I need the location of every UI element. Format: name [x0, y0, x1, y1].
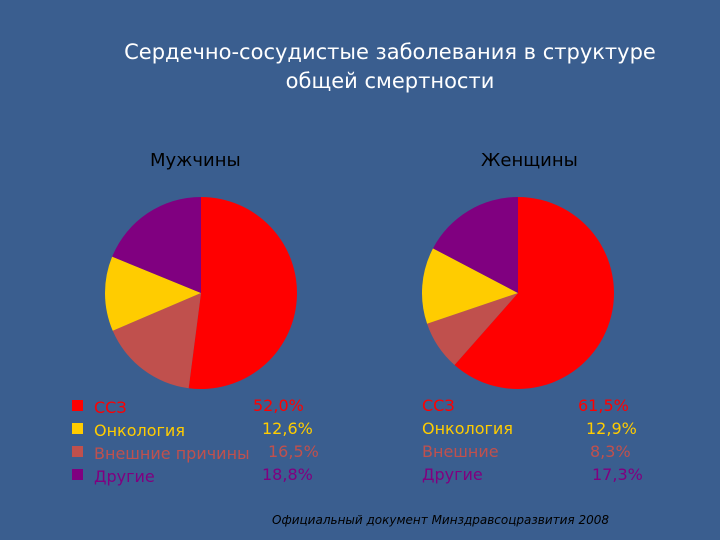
men-slice-other	[112, 197, 201, 293]
women-value-oncology: 12,9%	[586, 419, 637, 438]
men-slice-external	[112, 293, 201, 389]
legend-swatch-external	[72, 446, 83, 457]
source-note: Официальный документ Минздравсоцразвития…	[272, 513, 609, 527]
slide-title-line1: Сердечно-сосудистые заболевания в структ…	[124, 40, 656, 64]
women-label-cvd: ССЗ	[422, 396, 455, 415]
women-label-oncology: Онкология	[422, 419, 513, 438]
women-slice-external	[427, 293, 518, 366]
women-label-external: Внешние	[422, 442, 499, 461]
women-slice-cvd	[454, 197, 614, 389]
legend-label-other: Другие	[94, 467, 155, 486]
women-value-external: 8,3%	[590, 442, 631, 461]
slide-title: Сердечно-сосудистые заболевания в структ…	[60, 38, 720, 96]
men-pie-chart	[105, 197, 297, 389]
legend-label-oncology: Онкология	[94, 421, 185, 440]
slide-title-line2: общей смертности	[285, 69, 495, 93]
legend-swatch-other	[72, 469, 83, 480]
women-slice-other	[433, 197, 518, 293]
legend-swatch-oncology	[72, 423, 83, 434]
legend-label-external: Внешние причины	[94, 444, 250, 463]
legend-swatch-cvd	[72, 400, 83, 411]
men-value-oncology: 12,6%	[262, 419, 313, 438]
men-chart-title: Мужчины	[150, 150, 241, 171]
women-slice-oncology	[422, 248, 518, 324]
men-slice-oncology	[105, 256, 201, 331]
women-label-other: Другие	[422, 465, 483, 484]
men-value-cvd: 52,0%	[253, 396, 304, 415]
legend-label-cvd: ССЗ	[94, 398, 127, 417]
women-chart-title: Женщины	[481, 150, 578, 171]
women-value-other: 17,3%	[592, 465, 643, 484]
women-pie-chart	[422, 197, 614, 389]
men-value-other: 18,8%	[262, 465, 313, 484]
women-value-cvd: 61,5%	[578, 396, 629, 415]
men-slice-cvd	[188, 197, 297, 389]
men-value-external: 16,5%	[268, 442, 319, 461]
